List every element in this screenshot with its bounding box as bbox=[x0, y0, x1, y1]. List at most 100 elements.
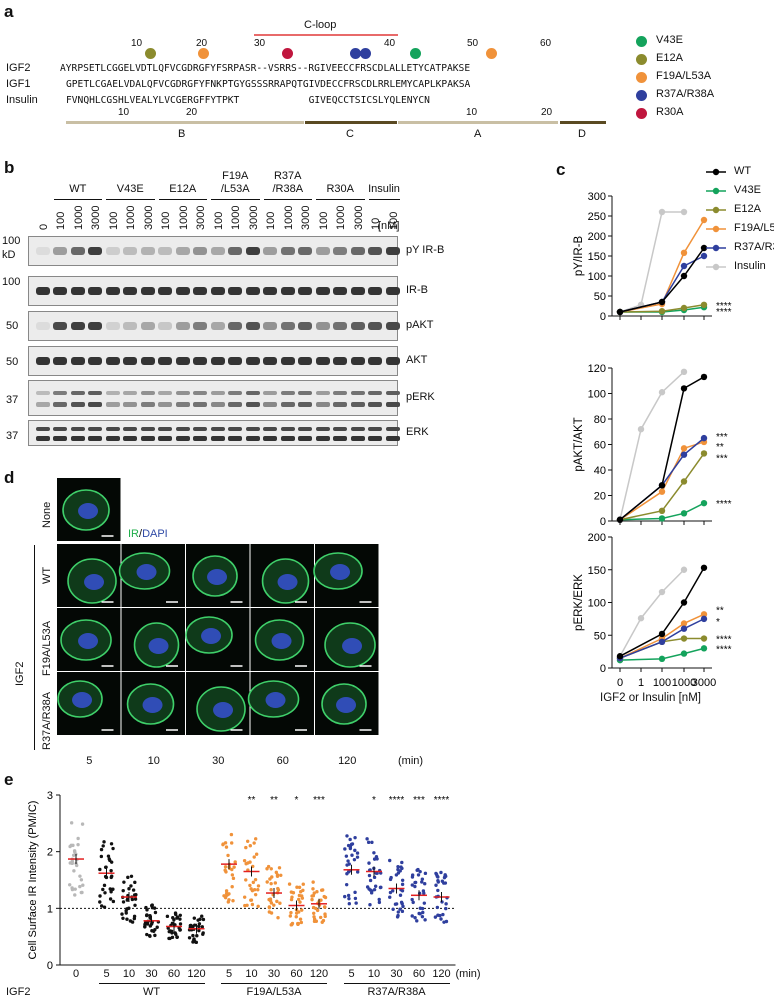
chart-c-series-line bbox=[619, 647, 705, 661]
chart-e-point bbox=[442, 875, 447, 880]
d-time-label: 120 bbox=[338, 755, 357, 767]
chart-c-series-line bbox=[619, 247, 705, 313]
chart-e-point bbox=[434, 872, 439, 877]
chart-c-point bbox=[616, 308, 624, 316]
blot-band bbox=[70, 357, 85, 365]
chart-e-point bbox=[79, 878, 84, 882]
chart-e-point bbox=[420, 877, 425, 881]
chart-c-point bbox=[658, 638, 666, 645]
blot-band bbox=[385, 322, 400, 330]
blot-strip bbox=[28, 420, 398, 446]
chart-e-point bbox=[321, 918, 326, 923]
chart-e-point bbox=[126, 893, 130, 898]
blot-band bbox=[228, 435, 243, 441]
chart-c-series-line bbox=[620, 306, 705, 313]
micrograph-nucleus bbox=[330, 564, 351, 580]
micrograph-nucleus bbox=[142, 697, 163, 713]
chart-e-point bbox=[70, 857, 74, 861]
blot-band bbox=[263, 247, 278, 255]
chart-e-point bbox=[188, 925, 192, 930]
chart-e-point bbox=[439, 917, 443, 921]
chart-e-point bbox=[148, 934, 152, 938]
blot-band bbox=[210, 322, 225, 330]
chart-e-point bbox=[374, 871, 378, 875]
chart-c-point bbox=[637, 301, 645, 308]
micrograph-cell bbox=[185, 616, 233, 654]
legend-c-label: E12A bbox=[734, 203, 761, 215]
domain-bar-c bbox=[305, 121, 397, 124]
chart-e-point bbox=[300, 908, 304, 912]
chart-e-point bbox=[226, 892, 231, 896]
chart-e-point bbox=[444, 874, 448, 878]
chart-e-point bbox=[372, 857, 377, 861]
chart-e-point bbox=[201, 931, 205, 935]
chart-e-point bbox=[440, 879, 445, 883]
chart-e-point bbox=[72, 849, 77, 853]
chart-e-point bbox=[103, 874, 108, 879]
chart-e-point bbox=[394, 902, 399, 906]
c-loop-label: C-loop bbox=[304, 19, 337, 31]
chart-e-point bbox=[310, 894, 314, 898]
chart-e-point bbox=[178, 913, 182, 917]
chart-e-point bbox=[300, 894, 304, 898]
blot-band bbox=[368, 427, 383, 432]
chart-e-point bbox=[374, 855, 379, 859]
chart-e-point bbox=[344, 854, 349, 858]
chart-e-sig: ** bbox=[248, 795, 256, 806]
blot-band bbox=[263, 287, 278, 295]
ruler-top-40: 40 bbox=[384, 38, 396, 49]
chart-c-point bbox=[616, 516, 624, 523]
blot-band bbox=[140, 322, 155, 330]
blot-band bbox=[315, 287, 330, 295]
domain-bar-a bbox=[398, 121, 558, 124]
blot-band bbox=[228, 322, 243, 330]
chart-e-point bbox=[78, 884, 82, 889]
chart-e-point bbox=[354, 901, 358, 905]
chart-e-point bbox=[150, 903, 154, 907]
chart-e-point bbox=[400, 878, 405, 882]
blot-band bbox=[280, 322, 295, 330]
chart-e-point bbox=[350, 842, 355, 846]
chart-e-point bbox=[352, 857, 357, 862]
chart-e-point bbox=[224, 870, 228, 874]
chart-e-point bbox=[353, 848, 357, 853]
chart-e-point bbox=[198, 917, 202, 921]
chart-e-point bbox=[192, 940, 196, 944]
blot-band bbox=[298, 390, 313, 395]
chart-e-point bbox=[249, 898, 253, 902]
chart-e-point bbox=[436, 880, 441, 884]
chart-e-point bbox=[350, 853, 354, 857]
d-time-label: 60 bbox=[276, 755, 289, 767]
legend-a-f19a: F19A/L53A bbox=[656, 70, 712, 82]
blot-lane-label: 1000 bbox=[282, 205, 295, 230]
chart-e-point bbox=[441, 912, 445, 917]
chart-e-point bbox=[109, 875, 113, 880]
chart-c-series-line bbox=[619, 211, 684, 313]
chart-c-xtick-label: 3000 bbox=[692, 677, 716, 689]
chart-e-point bbox=[222, 894, 226, 898]
blot-band bbox=[140, 390, 155, 395]
chart-e-xtick-label: 10 bbox=[367, 968, 381, 980]
chart-e-point bbox=[99, 854, 104, 859]
blot-band bbox=[123, 247, 138, 255]
chart-e-point bbox=[372, 887, 377, 892]
chart-c-point bbox=[680, 510, 688, 517]
chart-e-point bbox=[345, 872, 349, 876]
chart-c-series-line bbox=[619, 219, 705, 313]
chart-c-point bbox=[616, 308, 624, 316]
chart-e-point bbox=[353, 890, 357, 895]
domain-bar-d bbox=[560, 121, 606, 124]
blot-band bbox=[35, 435, 50, 441]
chart-e-point bbox=[272, 903, 276, 907]
chart-c-point bbox=[616, 516, 624, 523]
chart-c-point bbox=[658, 298, 666, 306]
chart-e-point bbox=[367, 861, 371, 865]
blot-band bbox=[315, 427, 330, 432]
blot-band bbox=[35, 322, 50, 330]
blot-band bbox=[280, 247, 295, 255]
chart-e-point bbox=[73, 850, 77, 854]
ruler-top-10: 10 bbox=[131, 38, 143, 49]
chart-c-xtick-label: 1000 bbox=[672, 677, 696, 689]
chart-e-point bbox=[192, 937, 196, 941]
seq-name-insulin: Insulin bbox=[6, 94, 38, 106]
